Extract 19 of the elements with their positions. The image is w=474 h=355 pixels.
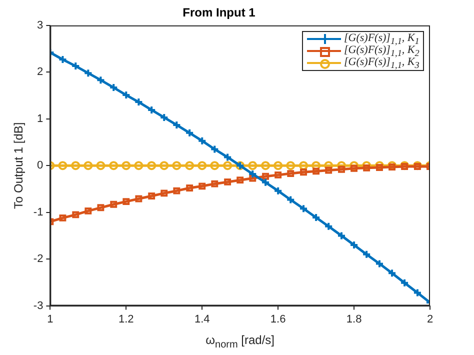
x-tick-label: 2 bbox=[426, 313, 434, 326]
x-axis-title: ω$_{norm}$ [rad/s] bbox=[206, 333, 275, 350]
y-tick-label: -1 bbox=[33, 206, 44, 218]
y-tick-label: 0 bbox=[37, 160, 44, 172]
x-tick-label: 1.6 bbox=[270, 313, 286, 326]
y-tick-label: -3 bbox=[33, 300, 44, 312]
y-axis-title: To Output 1 [dB] bbox=[12, 122, 26, 209]
legend-label: [G(s)F(s)]$_{1,1}$, K$_{3}$ bbox=[344, 56, 420, 70]
chart-title: From Input 1 bbox=[182, 6, 256, 20]
x-tick-label: 1 bbox=[47, 313, 54, 326]
legend-label: [G(s)F(s)]$_{1,1}$, K$_{1}$ bbox=[344, 32, 420, 46]
y-tick-label: 1 bbox=[37, 112, 44, 125]
x-tick-label: 1.4 bbox=[194, 313, 210, 326]
legend-label: [G(s)F(s)]$_{1,1}$, K$_{2}$ bbox=[344, 44, 420, 58]
x-tick-label: 1.2 bbox=[118, 313, 134, 326]
x-tick-label: 1.8 bbox=[346, 313, 362, 326]
y-tick-label: -2 bbox=[33, 253, 44, 266]
y-tick-label: 3 bbox=[37, 19, 44, 32]
y-tick-label: 2 bbox=[37, 66, 44, 78]
